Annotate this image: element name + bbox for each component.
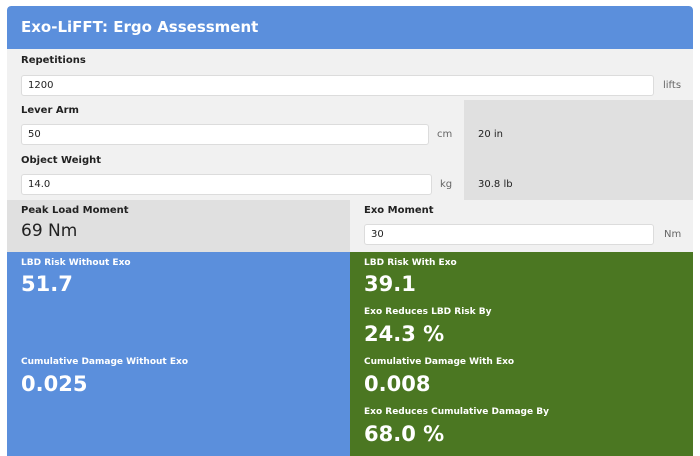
- peak-load-moment-panel: [7, 200, 350, 252]
- object-weight-label: Object Weight: [21, 155, 101, 166]
- exo-reduces-cumulative-damage-value: 68.0 %: [364, 422, 445, 446]
- repetitions-unit: lifts: [663, 80, 682, 91]
- exo-reduces-lbd-risk-value: 24.3 %: [364, 322, 445, 346]
- object-weight-converted: 30.8 lb: [478, 179, 513, 190]
- app-header: Exo-LiFFT: Ergo Assessment: [7, 6, 693, 49]
- peak-load-moment-label: Peak Load Moment: [21, 205, 129, 216]
- unit-conversion-panel: [464, 100, 693, 200]
- cumulative-damage-with-exo-value: 0.008: [364, 372, 431, 396]
- without-exo-panel: LBD Risk Without Exo 51.7 Cumulative Dam…: [7, 252, 350, 456]
- object-weight-input[interactable]: [21, 174, 432, 195]
- exo-reduces-lbd-risk-label: Exo Reduces LBD Risk By: [364, 307, 492, 317]
- lbd-risk-without-exo-label: LBD Risk Without Exo: [21, 258, 131, 268]
- lbd-risk-without-exo-value: 51.7: [21, 272, 73, 296]
- cumulative-damage-with-exo-label: Cumulative Damage With Exo: [364, 357, 515, 367]
- lever-arm-input[interactable]: [21, 124, 429, 145]
- exo-lifft-app: Exo-LiFFT: Ergo Assessment Repetitions l…: [7, 6, 693, 456]
- lever-arm-converted: 20 in: [478, 129, 504, 140]
- repetitions-input[interactable]: [21, 75, 654, 96]
- with-exo-panel: LBD Risk With Exo 39.1 Exo Reduces LBD R…: [350, 252, 693, 456]
- exo-moment-input[interactable]: [364, 224, 654, 245]
- repetitions-label: Repetitions: [21, 55, 86, 66]
- peak-load-moment-value: 69 Nm: [21, 221, 78, 241]
- lever-arm-unit: cm: [437, 129, 453, 140]
- exo-moment-label: Exo Moment: [364, 205, 434, 216]
- cumulative-damage-without-exo-value: 0.025: [21, 372, 88, 396]
- page-title: Exo-LiFFT: Ergo Assessment: [21, 18, 259, 36]
- object-weight-unit: kg: [440, 179, 453, 190]
- lbd-risk-with-exo-label: LBD Risk With Exo: [364, 258, 457, 268]
- exo-reduces-cumulative-damage-label: Exo Reduces Cumulative Damage By: [364, 407, 549, 417]
- exo-moment-unit: Nm: [664, 229, 682, 240]
- cumulative-damage-without-exo-label: Cumulative Damage Without Exo: [21, 357, 189, 367]
- lbd-risk-with-exo-value: 39.1: [364, 272, 416, 296]
- lever-arm-label: Lever Arm: [21, 105, 79, 116]
